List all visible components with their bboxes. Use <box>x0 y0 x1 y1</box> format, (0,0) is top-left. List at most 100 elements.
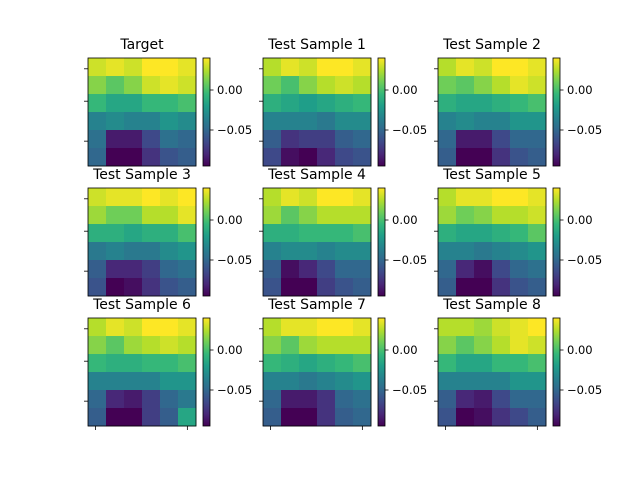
heatmap-cell <box>281 58 300 77</box>
heatmap-cell <box>160 130 179 149</box>
heatmap-cell <box>142 94 161 113</box>
heatmap-cell <box>474 372 493 391</box>
panel-title: Test Sample 4 <box>267 167 366 183</box>
heatmap-cell <box>142 130 161 149</box>
heatmap-cell <box>106 408 125 427</box>
heatmap-cell <box>88 278 107 297</box>
heatmap-cell <box>317 130 336 149</box>
heatmap-cell <box>438 242 457 261</box>
heatmap-cell <box>124 76 143 95</box>
heatmap-cell <box>353 224 372 243</box>
heatmap-cell <box>438 408 457 427</box>
heatmap-cell <box>263 58 282 77</box>
heatmap-cell <box>263 390 282 409</box>
heatmap-cell <box>353 390 372 409</box>
axes-frame <box>437 57 547 167</box>
heatmap-cell <box>474 206 493 225</box>
colorbar <box>203 58 210 166</box>
heatmap-cell <box>178 336 197 355</box>
heatmap-cell <box>353 188 372 207</box>
heatmap-cell <box>510 112 529 131</box>
heatmap-cell <box>263 242 282 261</box>
heatmap-cell <box>160 278 179 297</box>
heatmap-cell <box>492 206 511 225</box>
axes-frame <box>437 187 547 297</box>
heatmap-cell <box>456 260 475 279</box>
heatmap-panel: Test Sample 4 0.00 −0.05 <box>259 167 427 297</box>
heatmap-cell <box>124 278 143 297</box>
colorbar-tick-label: −0.05 <box>392 123 427 137</box>
axes-frame <box>437 317 547 427</box>
panel-title: Test Sample 5 <box>442 167 541 183</box>
heatmap-cell <box>335 224 354 243</box>
heatmap-cell <box>317 112 336 131</box>
heatmap-cell <box>528 390 547 409</box>
colorbar-tick-label: −0.05 <box>392 383 427 397</box>
heatmap-cell <box>353 94 372 113</box>
heatmap-cell <box>106 76 125 95</box>
heatmap-cell <box>124 408 143 427</box>
heatmap-cell <box>160 354 179 373</box>
heatmap-cell <box>474 94 493 113</box>
heatmap-cell <box>528 408 547 427</box>
panel-title: Test Sample 1 <box>267 37 366 53</box>
heatmap-cell <box>474 390 493 409</box>
heatmap-cell <box>178 372 197 391</box>
heatmap-cell <box>88 188 107 207</box>
heatmap-cell <box>353 336 372 355</box>
heatmap-cell <box>492 224 511 243</box>
heatmap-cell <box>88 224 107 243</box>
panel-title: Test Sample 7 <box>267 297 366 313</box>
heatmap-cell <box>299 408 318 427</box>
heatmap-cell <box>142 224 161 243</box>
heatmap-cell <box>178 130 197 149</box>
heatmap-cell <box>263 224 282 243</box>
heatmap-cell <box>317 224 336 243</box>
heatmap-cell <box>438 206 457 225</box>
heatmap-cell <box>124 372 143 391</box>
heatmap-cell <box>335 148 354 167</box>
colorbar-tick-label: 0.00 <box>567 83 593 97</box>
panel-title: Test Sample 6 <box>92 297 191 313</box>
heatmap-cell <box>263 408 282 427</box>
heatmap-cell <box>456 336 475 355</box>
heatmap-cell <box>353 206 372 225</box>
heatmap-cell <box>88 260 107 279</box>
heatmap-cell <box>142 206 161 225</box>
heatmap-panel: Test Sample 2 0.00 −0.05 <box>434 37 602 167</box>
heatmap-cell <box>160 390 179 409</box>
heatmap-cell <box>510 318 529 337</box>
heatmap-cell <box>438 278 457 297</box>
heatmap-cell <box>474 260 493 279</box>
heatmap-cell <box>299 148 318 167</box>
heatmap-cell <box>528 130 547 149</box>
heatmap-cell <box>142 372 161 391</box>
heatmap-cell <box>124 242 143 261</box>
heatmap-cell <box>88 58 107 77</box>
heatmap-cell <box>353 148 372 167</box>
heatmap-cell <box>88 372 107 391</box>
colorbar-tick-label: −0.05 <box>567 123 602 137</box>
heatmap-cell <box>160 224 179 243</box>
colorbar-tick-label: 0.00 <box>392 343 418 357</box>
heatmap-cell <box>142 242 161 261</box>
colorbar <box>378 58 385 166</box>
heatmap-cell <box>492 58 511 77</box>
heatmap-cell <box>438 188 457 207</box>
heatmap-cell <box>492 242 511 261</box>
heatmap-cell <box>178 408 197 427</box>
heatmap-cell <box>492 148 511 167</box>
colorbar-frame <box>552 187 561 297</box>
heatmap-cell <box>474 58 493 77</box>
panel-title: Test Sample 8 <box>442 297 541 313</box>
heatmap-cell <box>263 278 282 297</box>
colorbar <box>378 318 385 426</box>
heatmap-cell <box>438 130 457 149</box>
heatmap-cell <box>281 76 300 95</box>
heatmap-cell <box>492 76 511 95</box>
heatmap-cell <box>178 242 197 261</box>
heatmap-cell <box>88 354 107 373</box>
heatmap-cell <box>281 188 300 207</box>
heatmap-cell <box>510 224 529 243</box>
heatmap-cell <box>353 260 372 279</box>
